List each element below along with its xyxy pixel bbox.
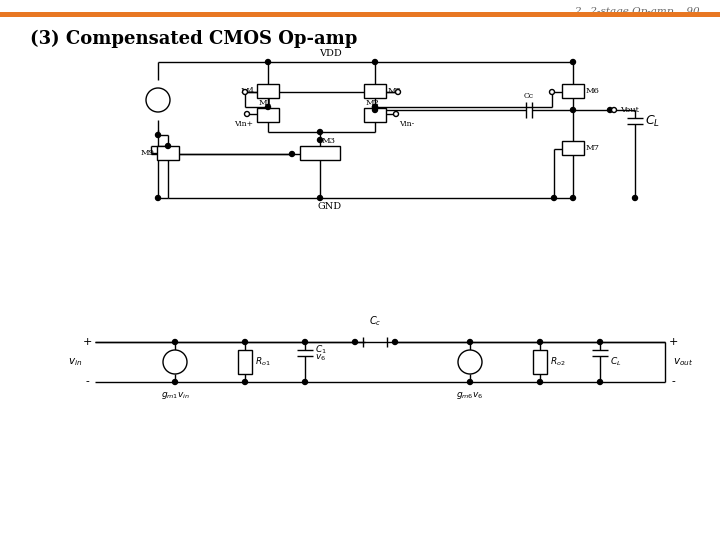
Circle shape	[538, 340, 542, 345]
Text: M2: M2	[366, 99, 380, 107]
Circle shape	[392, 340, 397, 345]
Bar	[257, 108, 279, 122]
Text: -: -	[671, 377, 675, 387]
Text: 2.  2-stage Op-amp    90: 2. 2-stage Op-amp 90	[575, 7, 700, 16]
Circle shape	[173, 380, 178, 384]
Text: M1: M1	[259, 99, 273, 107]
Bar	[533, 350, 547, 374]
Circle shape	[302, 340, 307, 345]
Circle shape	[163, 350, 187, 374]
Text: Vin-: Vin-	[399, 120, 414, 128]
Circle shape	[549, 90, 554, 94]
Text: $C_c$: $C_c$	[369, 314, 381, 328]
Circle shape	[146, 88, 170, 112]
Circle shape	[538, 380, 542, 384]
Bar	[257, 84, 279, 98]
Circle shape	[245, 111, 250, 117]
Bar	[364, 108, 386, 122]
Circle shape	[395, 90, 400, 94]
Text: M5: M5	[388, 87, 402, 95]
Circle shape	[372, 105, 377, 110]
Circle shape	[302, 380, 307, 384]
Text: $g_{m1} v_{in}$: $g_{m1} v_{in}$	[161, 390, 189, 401]
Circle shape	[467, 340, 472, 345]
Circle shape	[394, 111, 398, 117]
Bar	[562, 84, 584, 98]
Circle shape	[156, 132, 161, 138]
Circle shape	[467, 380, 472, 384]
Circle shape	[266, 59, 271, 64]
Circle shape	[570, 107, 575, 112]
Circle shape	[353, 340, 358, 345]
Circle shape	[243, 380, 248, 384]
Bar	[300, 146, 340, 160]
Text: M9: M9	[141, 149, 155, 157]
Circle shape	[372, 107, 377, 112]
Text: M4: M4	[241, 87, 255, 95]
Bar	[157, 146, 179, 160]
Circle shape	[243, 340, 248, 345]
Circle shape	[372, 59, 377, 64]
Circle shape	[608, 107, 613, 112]
Bar	[364, 84, 386, 98]
Circle shape	[173, 340, 178, 345]
Text: M7: M7	[586, 144, 600, 152]
Text: $C_L$: $C_L$	[645, 113, 660, 129]
Text: GND: GND	[318, 202, 342, 211]
Circle shape	[318, 195, 323, 200]
Text: $R_{o1}$: $R_{o1}$	[255, 356, 271, 368]
Text: $C_L$: $C_L$	[610, 356, 621, 368]
Text: M3: M3	[322, 137, 336, 145]
Circle shape	[458, 350, 482, 374]
Circle shape	[632, 195, 637, 200]
Circle shape	[372, 105, 377, 110]
Circle shape	[570, 195, 575, 200]
Text: Cc: Cc	[524, 92, 534, 100]
Circle shape	[598, 380, 603, 384]
Bar	[562, 141, 584, 155]
Circle shape	[611, 107, 616, 112]
Text: VDD: VDD	[319, 49, 341, 58]
Text: $v_{out}$: $v_{out}$	[673, 356, 693, 368]
Bar	[0, 12, 720, 17]
Circle shape	[318, 138, 323, 143]
Text: $g_{m6} v_6$: $g_{m6} v_6$	[456, 390, 484, 401]
Circle shape	[318, 130, 323, 134]
Text: $v_6$: $v_6$	[315, 353, 326, 363]
Circle shape	[156, 195, 161, 200]
Text: +: +	[668, 337, 678, 347]
Text: Vin+: Vin+	[235, 120, 253, 128]
Bar	[238, 350, 252, 374]
Circle shape	[570, 59, 575, 64]
Text: $R_{o2}$: $R_{o2}$	[550, 356, 565, 368]
Text: $C_1$: $C_1$	[315, 344, 327, 356]
Circle shape	[266, 105, 271, 110]
Text: Vout: Vout	[620, 106, 639, 114]
Text: -: -	[85, 377, 89, 387]
Circle shape	[289, 152, 294, 157]
Circle shape	[243, 90, 248, 94]
Circle shape	[598, 340, 603, 345]
Text: (3) Compensated CMOS Op-amp: (3) Compensated CMOS Op-amp	[30, 30, 357, 48]
Text: +: +	[82, 337, 91, 347]
Text: $v_{in}$: $v_{in}$	[68, 356, 82, 368]
Circle shape	[552, 195, 557, 200]
Text: M6: M6	[586, 87, 600, 95]
Circle shape	[166, 144, 171, 149]
